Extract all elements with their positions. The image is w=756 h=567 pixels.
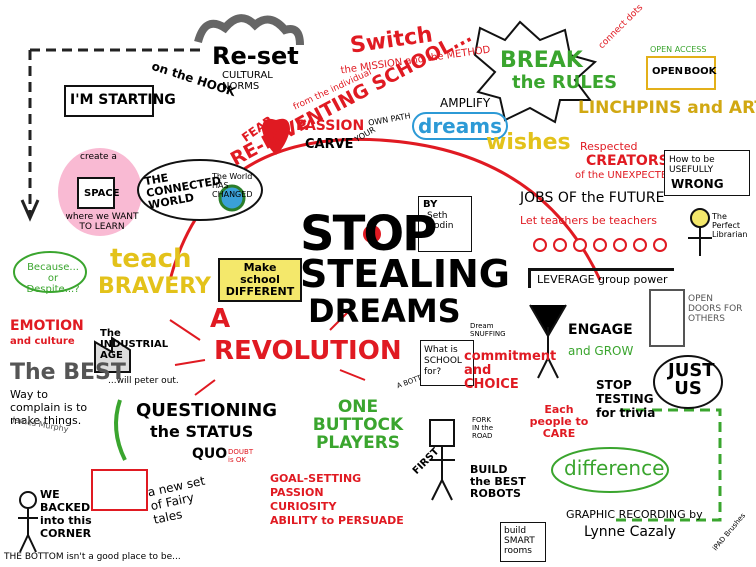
cultural-norms-label: CULTURAL NORMS [222, 70, 273, 92]
one-buttock-label: ONE BUTTOCK PLAYERS [312, 397, 404, 453]
and-culture-label: and culture [10, 336, 75, 347]
stop-dot [363, 225, 381, 243]
passion-top-label: PASSION [296, 118, 365, 134]
where-we-label: where we WANT TO LEARN [65, 212, 139, 232]
emotion-label: EMOTION [10, 318, 84, 334]
engage-label: ENGAGE [568, 322, 633, 338]
fork-road-label: FORK IN the ROAD [472, 416, 494, 440]
creators-label: CREATORS [586, 153, 669, 169]
and-grow-label: and GROW [568, 344, 634, 358]
we-backed-label: WE BACKED into this CORNER [40, 488, 92, 540]
commitment-label: commitment and CHOICE [464, 349, 557, 392]
seth-godin-box: BY Seth Godin [418, 196, 472, 252]
reset-label: Re-set [212, 42, 299, 70]
amplify-label: AMPLIFY [440, 96, 491, 110]
way-to-complain-label: Way to complain is to make things. [10, 388, 88, 427]
teach-label: teach [110, 244, 192, 274]
doubt-ok-label: DOUBT is OK [228, 448, 254, 464]
door-icon [649, 289, 685, 347]
lynne-cazaly-label: Lynne Cazaly [584, 524, 677, 540]
graphic-recording-label: GRAPHIC RECORDING by [566, 508, 703, 521]
dashed-frame [610, 408, 722, 522]
peter-out-label: ...will peter out. [108, 376, 179, 386]
title-stop: STOP [300, 206, 437, 262]
because-label: Because... or Despite...? [26, 262, 80, 295]
globe-icon [218, 184, 246, 212]
fairy-tale-book [91, 469, 148, 511]
each-people-care-label: Each people to CARE [529, 403, 589, 440]
open-doors-label: OPEN DOORS FOR OTHERS [688, 294, 743, 324]
seth-godin-label: Seth Godin [427, 211, 454, 231]
heart-shape [262, 118, 290, 155]
audience-heads [533, 238, 667, 252]
title-dreams: DREAMS [308, 292, 461, 330]
robot-icon [429, 419, 455, 447]
bottom-note-label: THE BOTTOM isn't a good place to be... [4, 552, 181, 562]
passion-item: PASSION [270, 486, 324, 499]
open-access-label: OPEN ACCESS [650, 45, 707, 54]
because-bubble [13, 251, 87, 293]
industrial-age-label: The INDUSTRIAL AGE [100, 328, 169, 361]
im-starting-box: I'M STARTING [64, 85, 176, 117]
linchpins-label: LINCHPINS and ARTISTS [578, 98, 756, 118]
jobs-future-label: JOBS OF the FUTURE [520, 190, 665, 206]
carve-label: CARVE [305, 137, 354, 152]
persuade-item: ABILITY to PERSUADE [270, 514, 404, 527]
break-label: BREAK [500, 48, 583, 73]
curiosity-item: CURIOSITY [270, 500, 337, 513]
respected-label: Respected [580, 140, 638, 153]
questioning-label: QUESTIONING [136, 400, 278, 421]
usefully-wrong-box: How to be USEFULLY WRONG [664, 150, 750, 196]
world-changed-label: The World HAS CHANGED [212, 172, 253, 199]
im-starting-label: I'M STARTING [70, 92, 176, 108]
dreams-cloud: dreams [412, 112, 508, 140]
create-a-label: create a [80, 152, 117, 162]
dream-snuffing-label: Dream SNUFFING [470, 322, 506, 338]
make-school-different-tag: Make school DIFFERENT [218, 258, 302, 302]
space-label: SPACE [84, 188, 120, 199]
build-smart-box: build SMART rooms [500, 522, 546, 562]
title-stealing: STEALING [300, 252, 511, 296]
stop-testing-label: STOP TESTING for trivia [596, 378, 656, 420]
let-teachers-label: Let teachers be teachers [520, 214, 657, 227]
reset-cloud-shape [194, 14, 304, 46]
revolution-label: REVOLUTION [214, 336, 402, 366]
break-rules-burst [473, 20, 598, 124]
open-book-icon: OPEN BOOK [646, 56, 716, 90]
what-is-school-box: What is SCHOOL for? [420, 340, 474, 386]
factory-icon [94, 336, 131, 373]
the-rules-label: the RULES [512, 72, 618, 93]
wishes-label: wishes [486, 130, 571, 155]
leverage-label: LEVERAGE group power [528, 268, 674, 288]
just-us-label: JUST US [668, 360, 715, 399]
the-status-label: the STATUS [150, 422, 254, 441]
a-label: A [210, 304, 231, 334]
difference-label: difference [564, 456, 665, 480]
perfect-librarian-label: The Perfect Librarian [712, 212, 748, 239]
quo-label: QUO [192, 446, 228, 462]
build-best-label: BUILD the BEST ROBOTS [470, 463, 526, 500]
the-best-label: The BEST [10, 360, 126, 385]
bravery-label: BRAVERY [98, 274, 211, 299]
goal-setting-item: GOAL-SETTING [270, 472, 362, 485]
unexpected-label: of the UNEXPECTED [575, 170, 675, 181]
difference-bubble [551, 447, 669, 493]
